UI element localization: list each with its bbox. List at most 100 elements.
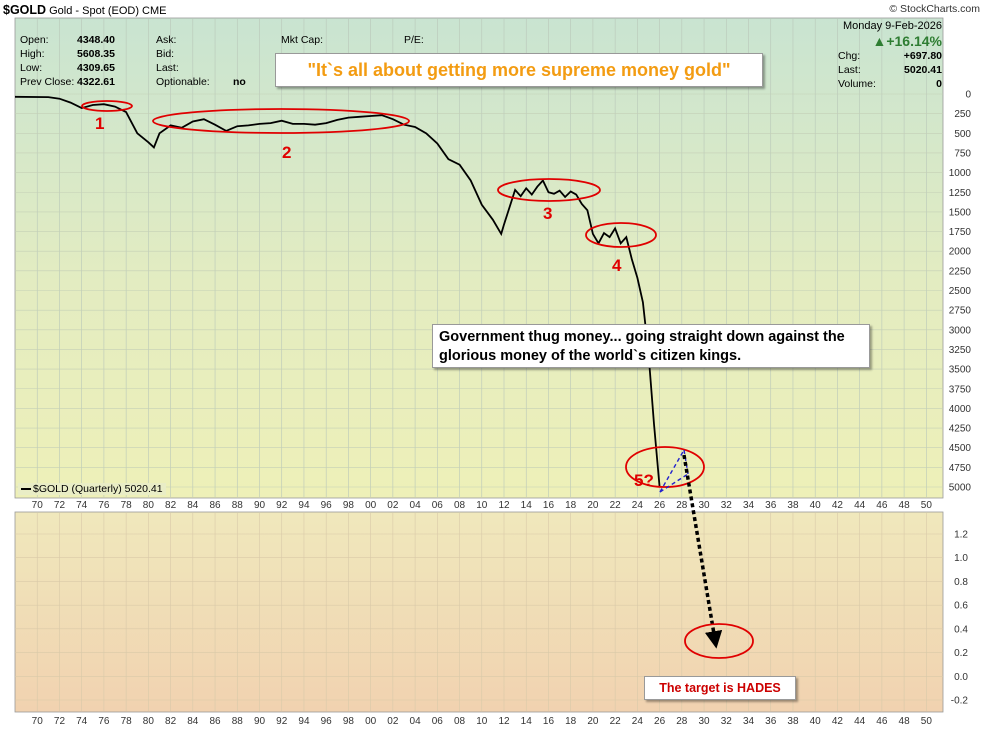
x-tick-label: 42 (832, 500, 844, 511)
y-tick-label: 1.0 (954, 553, 968, 564)
gold-price-line (14, 95, 661, 488)
annotation-ellipse-3 (497, 178, 601, 202)
x-tick-label: 02 (387, 500, 399, 511)
bid-label: Bid: (156, 48, 175, 60)
x-tick-label: 08 (454, 500, 466, 511)
x-tick-label: 30 (698, 716, 710, 727)
commentary-callout: Government thug money... going straight … (432, 324, 870, 368)
title-callout: "It`s all about getting more supreme mon… (275, 53, 763, 87)
x-tick-label: 38 (787, 500, 799, 511)
x-tick-label: 20 (587, 716, 599, 727)
annotation-ellipse-2 (152, 108, 410, 134)
y-tick-label: 0.0 (954, 672, 968, 683)
x-tick-label: 36 (765, 716, 777, 727)
chg-value: +697.80 (903, 50, 942, 62)
chg-stat: Chg: +697.80 (838, 50, 942, 62)
x-tick-label: 98 (343, 716, 355, 727)
x-tick-label: 46 (876, 500, 888, 511)
target-ellipse (684, 623, 754, 659)
x-tick-label: 78 (121, 716, 133, 727)
x-tick-label: 28 (676, 500, 688, 511)
projection-line-a (659, 449, 685, 493)
prev-close-value: 4322.61 (77, 76, 115, 88)
x-tick-label: 74 (76, 716, 88, 727)
volume-label: Volume: (838, 78, 876, 90)
x-tick-label: 94 (298, 716, 310, 727)
quote-date: Monday 9-Feb-2026 (842, 20, 942, 32)
y-tick-label: 1000 (949, 168, 972, 179)
y-tick-label: 1500 (949, 207, 972, 218)
last-value: 5020.41 (904, 64, 942, 76)
x-tick-label: 26 (654, 500, 666, 511)
low-value: 4309.65 (77, 62, 115, 74)
x-tick-label: 48 (899, 500, 911, 511)
x-tick-label: 88 (232, 500, 244, 511)
x-tick-labels-bottom: 70 72 74 76 78 80 82 84 86 88 90 92 94 96 98 00 02 04 06 08… (32, 716, 933, 727)
change-percent: ▲+16.14% (872, 33, 942, 49)
x-tick-label: 34 (743, 500, 755, 511)
high-label: High: (20, 48, 45, 60)
volume-stat: Volume: 0 (838, 78, 942, 90)
x-tick-labels-top: 70 72 74 76 78 80 82 84 86 88 90 92 94 96 98 00 02 04 06 08… (32, 500, 933, 511)
open-value: 4348.40 (77, 34, 115, 46)
x-tick-label: 72 (54, 500, 66, 511)
x-tick-label: 92 (276, 500, 288, 511)
y-tick-labels-price: 0 250 500 750 1000 1250 1500 1750 2000 2250 2500 27… (949, 90, 972, 494)
x-tick-label: 86 (209, 500, 221, 511)
x-tick-label: 10 (476, 716, 488, 727)
x-tick-label: 32 (721, 716, 733, 727)
x-tick-label: 00 (365, 716, 377, 727)
y-tick-labels-indicator: -0.2 0.0 0.2 0.4 0.6 0.8 1.0 1.2 (951, 530, 969, 707)
last-label-mid: Last: (156, 62, 179, 74)
x-tick-label: 30 (698, 500, 710, 511)
x-tick-label: 38 (787, 716, 799, 727)
optionable-label: Optionable: (156, 76, 210, 88)
price-panel-bg (14, 17, 944, 499)
x-tick-label: 32 (721, 500, 733, 511)
x-tick-label: 24 (632, 716, 644, 727)
x-tick-label: 96 (321, 500, 333, 511)
x-tick-label: 82 (165, 500, 177, 511)
x-tick-label: 48 (899, 716, 911, 727)
x-tick-label: 90 (254, 716, 266, 727)
y-tick-label: 2250 (949, 266, 972, 277)
x-tick-label: 84 (187, 500, 199, 511)
x-tick-label: 28 (676, 716, 688, 727)
x-tick-label: 88 (232, 716, 244, 727)
x-tick-label: 80 (143, 500, 155, 511)
y-tick-label: 0.6 (954, 601, 968, 612)
x-tick-label: 06 (432, 500, 444, 511)
exchange: CME (142, 5, 167, 17)
optionable-value: no (233, 76, 246, 88)
y-tick-label: 750 (954, 148, 971, 159)
annotation-label-2: 2 (282, 143, 291, 162)
x-tick-label: 78 (121, 500, 133, 511)
source-credit: © StockCharts.com (889, 3, 980, 15)
x-tick-label: 94 (298, 500, 310, 511)
annotation-label-1: 1 (95, 114, 104, 133)
x-tick-label: 18 (565, 716, 577, 727)
mktcap-label: Mkt Cap: (281, 34, 324, 46)
pe-label: P/E: (404, 34, 424, 46)
x-tick-label: 16 (543, 716, 555, 727)
y-tick-label: 0.2 (954, 648, 968, 659)
x-tick-label: 44 (854, 500, 866, 511)
y-tick-label: 0.4 (954, 624, 968, 635)
chg-label: Chg: (838, 50, 861, 62)
x-tick-label: 46 (876, 716, 888, 727)
target-callout: The target is HADES (644, 676, 796, 700)
annotation-ellipse-5 (625, 446, 705, 488)
symbol: $GOLD (3, 3, 47, 17)
annotation-ellipse-4 (585, 222, 657, 248)
y-tick-label: 3750 (949, 384, 972, 395)
x-tick-label: 14 (521, 500, 533, 511)
y-tick-label: 3000 (949, 325, 972, 336)
y-tick-label: 4750 (949, 463, 972, 474)
y-tick-label: 2750 (949, 306, 972, 317)
x-tick-label: 26 (654, 716, 666, 727)
x-tick-label: 98 (343, 500, 355, 511)
x-tick-label: 42 (832, 716, 844, 727)
x-tick-label: 16 (543, 500, 555, 511)
volume-value: 0 (936, 78, 942, 90)
y-tick-label: 1.2 (954, 530, 968, 541)
